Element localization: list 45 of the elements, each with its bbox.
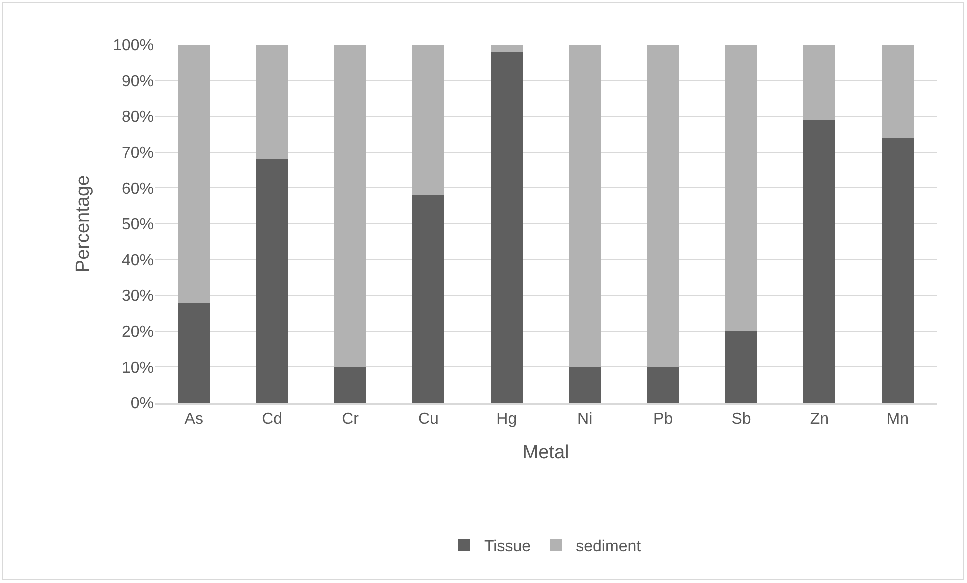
bar: [725, 45, 758, 332]
x-tick-label: Zn: [810, 410, 830, 428]
legend-label: Tissue: [484, 538, 532, 556]
y-tick-label: 0%: [130, 396, 154, 413]
bar: [178, 302, 210, 403]
y-tick-label: 100%: [113, 38, 154, 55]
x-tick-label: Pb: [654, 410, 674, 428]
bar: [334, 45, 367, 368]
bar: [882, 45, 914, 138]
bar: [647, 45, 680, 368]
bar: [804, 120, 836, 403]
y-tick-label: 10%: [122, 360, 154, 377]
bar: [490, 45, 523, 52]
x-tick-label: As: [184, 410, 204, 428]
y-tick-label: 40%: [122, 252, 154, 270]
x-tick-label: Cr: [342, 410, 360, 428]
x-tick-label: Ni: [578, 410, 593, 428]
x-tick-label: Sb: [732, 410, 752, 428]
bar: [178, 45, 210, 303]
y-tick-label: 20%: [122, 324, 154, 341]
bar: [412, 195, 445, 403]
x-axis-title: Metal: [522, 442, 570, 464]
x-tick-label: Cu: [418, 410, 439, 428]
bar: [490, 52, 523, 403]
bar: [256, 160, 288, 403]
bar: [882, 138, 914, 403]
bar: [569, 367, 602, 403]
bar: [647, 367, 680, 403]
bar: [725, 331, 758, 403]
y-tick-label: 50%: [122, 216, 154, 234]
y-tick-label: 60%: [122, 180, 154, 198]
bar: [412, 45, 445, 196]
y-axis-title: Percentage: [72, 175, 94, 273]
legend-label: sediment: [576, 538, 642, 556]
x-tick-label: Cd: [262, 410, 283, 428]
y-tick-label: 70%: [122, 145, 154, 162]
bar: [804, 45, 836, 120]
y-tick-label: 80%: [122, 109, 154, 126]
x-tick-label: Mn: [886, 410, 910, 428]
bar: [569, 45, 602, 368]
y-tick-label: 30%: [122, 288, 154, 306]
bar: [256, 45, 288, 160]
y-tick-label: 90%: [122, 73, 154, 90]
x-tick-label: Hg: [496, 410, 518, 428]
bar: [334, 367, 367, 403]
